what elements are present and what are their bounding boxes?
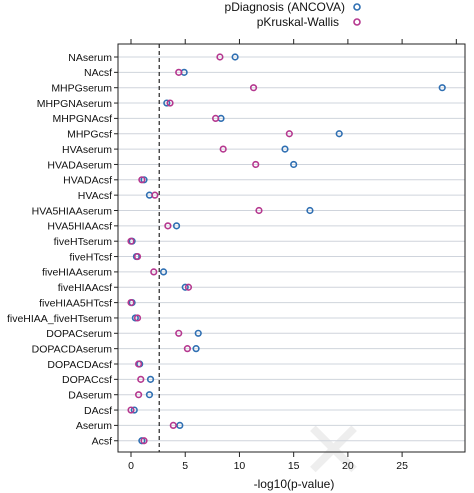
point-kruskal-HVA5HIAAserum bbox=[255, 206, 263, 215]
point-kruskal-HVADAserum bbox=[252, 160, 260, 169]
point-ancova-DOPACcsf bbox=[146, 375, 155, 383]
y-tick-label-MHPGNAcsf: MHPGNAcsf bbox=[52, 113, 112, 125]
y-tick-label-fiveHTserum: fiveHTserum bbox=[54, 236, 113, 248]
point-ancova-DOPACserum bbox=[194, 329, 202, 337]
point-kruskal-MHPGNAserum bbox=[166, 99, 174, 107]
point-kruskal-fiveHTcsf bbox=[133, 252, 142, 261]
point-kruskal-MHPGcsf bbox=[285, 130, 293, 138]
y-tick-label-HVAserum: HVAserum bbox=[62, 144, 112, 156]
point-kruskal-DOPACserum bbox=[175, 329, 183, 337]
y-tick-label-HVADAserum: HVADAserum bbox=[47, 159, 112, 171]
data-points bbox=[127, 53, 446, 445]
y-tick-label-NAcsf: NAcsf bbox=[84, 67, 112, 79]
point-ancova-fiveHIAAcsf bbox=[181, 283, 189, 291]
y-tick-label-DOPACDAserum: DOPACDAserum bbox=[32, 343, 113, 355]
point-ancova-DAcsf bbox=[130, 406, 138, 414]
point-ancova-HVAserum bbox=[281, 145, 289, 153]
y-tick-label-HVAcsf: HVAcsf bbox=[78, 190, 112, 202]
y-tick-label-MHPGcsf: MHPGcsf bbox=[67, 129, 112, 141]
y-tick-label-MHPGNAserum: MHPGNAserum bbox=[37, 98, 113, 110]
point-kruskal-Aserum bbox=[169, 421, 177, 430]
legend-label-kruskal: pKruskal-Wallis bbox=[257, 15, 339, 29]
x-tick-label-20: 20 bbox=[342, 460, 354, 472]
point-kruskal-fiveHTserum bbox=[127, 237, 135, 245]
x-tick-label-15: 15 bbox=[288, 460, 300, 472]
point-ancova-Aserum bbox=[176, 421, 184, 430]
x-axis-title: -log10(p-value) bbox=[254, 477, 335, 491]
y-tick-label-fiveHIAA5HTcsf: fiveHIAA5HTcsf bbox=[39, 297, 112, 309]
point-ancova-HVA5HIAAserum bbox=[306, 206, 314, 215]
point-kruskal-Acsf bbox=[140, 437, 148, 445]
point-kruskal-fiveHIAAcsf bbox=[184, 283, 193, 291]
point-kruskal-fiveHIAA5HTcsf bbox=[127, 299, 135, 307]
y-tick-label-DOPACserum: DOPACserum bbox=[46, 328, 112, 340]
point-kruskal-HVADAcsf bbox=[138, 176, 146, 184]
point-ancova-fiveHIAAserum bbox=[159, 268, 168, 276]
y-tick-label-NAserum: NAserum bbox=[68, 52, 112, 64]
legend-label-ancova: pDiagnosis (ANCOVA) bbox=[225, 0, 345, 14]
y-tick-label-HVA5HIAAcsf: HVA5HIAAcsf bbox=[47, 221, 112, 233]
point-ancova-DAserum bbox=[145, 391, 154, 399]
y-tick-label-DOPACDAcsf: DOPACDAcsf bbox=[47, 359, 112, 371]
x-tick-label-0: 0 bbox=[128, 460, 134, 472]
point-kruskal-DOPACDAserum bbox=[183, 345, 191, 353]
point-ancova-NAserum bbox=[231, 53, 239, 61]
plot-frame bbox=[117, 43, 466, 453]
y-tick-label-MHPGserum: MHPGserum bbox=[51, 83, 112, 95]
y-tick-label-HVA5HIAAserum: HVA5HIAAserum bbox=[32, 205, 113, 217]
point-ancova-HVA5HIAAcsf bbox=[172, 222, 181, 230]
point-kruskal-NAcsf bbox=[175, 68, 183, 76]
point-ancova-MHPGcsf bbox=[335, 130, 343, 138]
gridlines bbox=[118, 56, 465, 442]
point-kruskal-fiveHIAA_fiveHTserum bbox=[133, 314, 142, 322]
y-tick-label-fiveHIAA_fiveHTserum: fiveHIAA_fiveHTserum bbox=[7, 313, 112, 325]
point-ancova-MHPGserum bbox=[438, 84, 446, 92]
x-tick-label-25: 25 bbox=[396, 460, 408, 472]
point-kruskal-DAcsf bbox=[127, 406, 135, 414]
legend-marker-kruskal bbox=[353, 18, 361, 26]
legend-marker-ancova bbox=[353, 3, 361, 11]
y-tick-label-fiveHIAAcsf: fiveHIAAcsf bbox=[58, 282, 112, 294]
watermark-glyph: ✕ bbox=[300, 406, 367, 493]
point-kruskal-NAserum bbox=[216, 53, 224, 61]
y-tick-label-Aserum: Aserum bbox=[76, 420, 112, 432]
x-tick-label-5: 5 bbox=[182, 460, 188, 472]
point-kruskal-DAserum bbox=[135, 391, 143, 399]
point-ancova-DOPACDAserum bbox=[192, 345, 200, 353]
point-kruskal-HVAserum bbox=[219, 145, 227, 153]
point-kruskal-DOPACDAcsf bbox=[135, 360, 143, 368]
point-kruskal-MHPGNAcsf bbox=[211, 114, 220, 122]
plot-border bbox=[117, 43, 466, 453]
y-tick-label-fiveHIAAserum: fiveHIAAserum bbox=[42, 267, 112, 279]
y-tick-label-HVADAcsf: HVADAcsf bbox=[63, 175, 112, 187]
y-tick-label-DOPACcsf: DOPACcsf bbox=[62, 374, 112, 386]
point-kruskal-fiveHIAAserum bbox=[150, 268, 158, 276]
y-tick-label-DAcsf: DAcsf bbox=[84, 405, 112, 417]
x-tick-label-10: 10 bbox=[234, 460, 246, 472]
y-tick-label-Acsf: Acsf bbox=[92, 436, 113, 448]
point-ancova-HVADAserum bbox=[290, 160, 298, 169]
point-kruskal-DOPACcsf bbox=[137, 375, 145, 383]
y-axis: NAserum NAcsf MHPGserum MHPGNAserum MHPGNAcs… bbox=[7, 52, 118, 448]
point-kruskal-HVA5HIAAcsf bbox=[164, 222, 172, 230]
y-tick-label-DAserum: DAserum bbox=[68, 390, 112, 402]
point-ancova-MHPGNAserum bbox=[163, 99, 171, 107]
y-tick-label-fiveHTcsf: fiveHTcsf bbox=[69, 251, 112, 263]
point-kruskal-HVAcsf bbox=[151, 191, 159, 199]
x-axis: 0 5 10 15 20 25 bbox=[128, 39, 457, 472]
legend: pDiagnosis (ANCOVA) pKruskal-Wallis bbox=[225, 0, 361, 29]
point-kruskal-MHPGserum bbox=[249, 84, 258, 92]
